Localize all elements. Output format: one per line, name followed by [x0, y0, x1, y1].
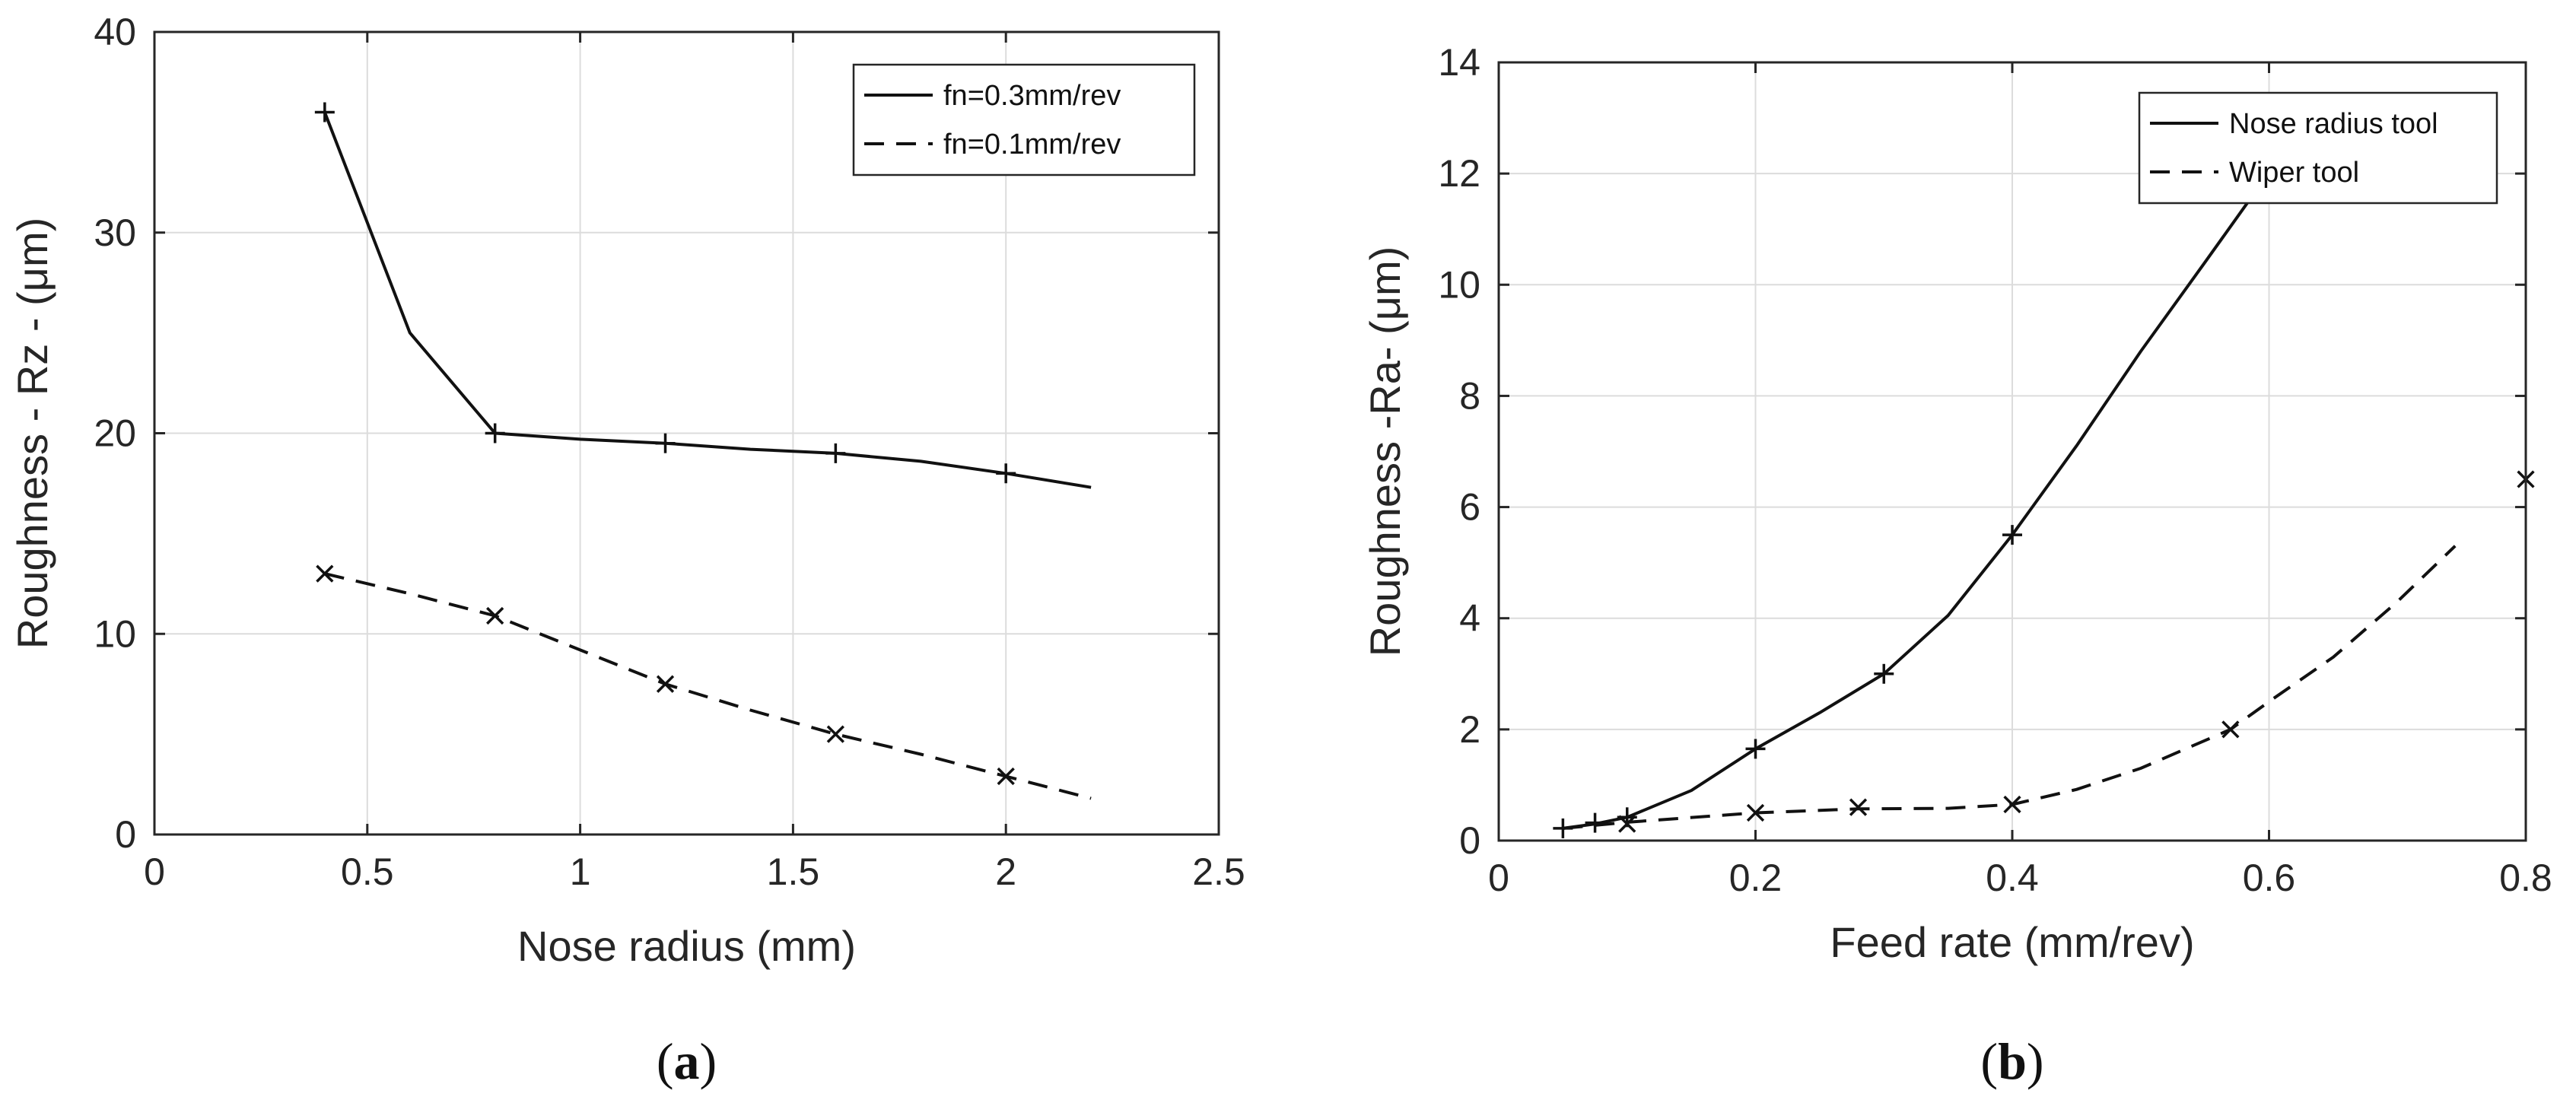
y-tick-label: 20: [94, 412, 136, 455]
x-axis-label: Nose radius (mm): [517, 922, 856, 970]
x-tick-label: 0.8: [2499, 857, 2552, 899]
plus-marker: [1585, 812, 1605, 833]
x-tick-label: 0: [144, 850, 165, 893]
x-marker: [1849, 798, 1868, 816]
plus-marker: [1745, 739, 1766, 759]
panel-caption: (a): [657, 1032, 717, 1090]
chart-a: 0 0.5 1 1.5 2 2.5 0 10 20 30 40 fn=0.3mm/rev fn=0.1m…: [8, 11, 1245, 1090]
legend-label: fn=0.1mm/rev: [943, 129, 1121, 161]
x-tick-label: 1: [570, 850, 591, 893]
x-marker: [826, 725, 844, 743]
y-axis-label: Roughness -Ra- (μm): [1361, 246, 1409, 657]
plus-marker: [996, 463, 1016, 484]
y-tick-label: 10: [1438, 263, 1480, 306]
x-tick-label: 2.5: [1192, 850, 1245, 893]
plus-marker: [314, 102, 335, 122]
x-marker: [997, 767, 1015, 786]
legend-label: Wiper tool: [2229, 157, 2359, 189]
y-tick-label: 12: [1438, 152, 1480, 195]
x-tick-label: 0.4: [1986, 857, 2039, 899]
panel-caption: (b): [1980, 1032, 2043, 1090]
x-tick-label: 0.5: [341, 850, 394, 893]
plus-marker: [825, 443, 846, 463]
x-marker: [316, 564, 334, 583]
series-fn-0-3mm-rev: [323, 111, 1092, 489]
caption-close-paren: ): [2027, 1032, 2044, 1090]
y-tick-label: 4: [1459, 597, 1480, 640]
y-tick-label: 6: [1459, 486, 1480, 529]
y-tick-label: 0: [115, 813, 136, 856]
legend: Nose radius tool Wiper tool: [2138, 91, 2498, 205]
legend-box: [2138, 91, 2498, 205]
plus-marker: [655, 433, 676, 453]
plus-marker: [1874, 663, 1894, 684]
plus-marker: [2002, 525, 2022, 545]
y-tick-label: 0: [1459, 819, 1480, 862]
y-tick-label: 10: [94, 612, 136, 655]
legend: fn=0.3mm/rev fn=0.1mm/rev: [852, 63, 1196, 176]
plus-marker: [485, 423, 505, 443]
chart-b: 0 0.2 0.4 0.6 0.8 0 2 4 6 8 10 12 14 Nose radius tool…: [1361, 41, 2552, 1090]
y-tick-label: 14: [1438, 41, 1480, 84]
axes-box: [153, 30, 1220, 836]
series-fn-0-1mm-rev: [324, 572, 1092, 800]
x-marker: [486, 606, 504, 625]
y-tick-label: 2: [1459, 708, 1480, 751]
series-line: [323, 111, 1092, 489]
caption-letter: a: [674, 1032, 700, 1090]
y-tick-label: 40: [94, 11, 136, 53]
legend-label: Nose radius tool: [2229, 108, 2438, 140]
x-tick-label: 1.5: [767, 850, 820, 893]
y-tick-label: 8: [1459, 374, 1480, 417]
x-tick-label: 0: [1488, 857, 1509, 899]
legend-label: fn=0.3mm/rev: [943, 80, 1121, 112]
caption-open-paren: (: [1980, 1032, 1998, 1090]
legend-box: [852, 63, 1196, 176]
caption-letter: b: [1998, 1032, 2027, 1090]
x-marker: [2221, 720, 2240, 739]
caption-open-paren: (: [657, 1032, 674, 1090]
series-line: [324, 572, 1092, 800]
x-marker: [1618, 815, 1636, 833]
x-marker: [656, 675, 675, 693]
x-tick-label: 0.6: [2243, 857, 2296, 899]
y-axis-label: Roughness - Rz - (μm): [8, 218, 56, 650]
x-marker: [1746, 803, 1765, 822]
y-tick-label: 30: [94, 211, 136, 254]
axes-box: [1497, 61, 2527, 842]
x-axis-label: Feed rate (mm/rev): [1830, 918, 2194, 966]
x-tick-label: 0.2: [1729, 857, 1783, 899]
x-tick-label: 2: [995, 850, 1016, 893]
x-marker: [2003, 795, 2021, 814]
caption-close-paren: ): [700, 1032, 717, 1090]
